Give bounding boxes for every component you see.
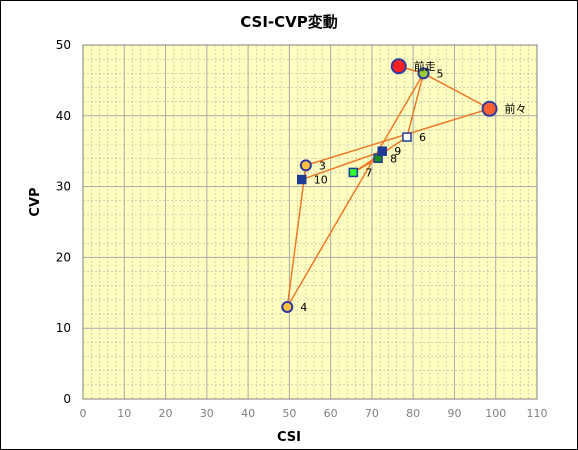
x-tick-label: 40: [241, 407, 255, 420]
x-tick-label: 10: [117, 407, 131, 420]
point-marker: [481, 100, 498, 117]
point-label: 前々: [505, 102, 527, 116]
y-tick-label: 0: [63, 392, 71, 406]
point-label: 4: [300, 301, 307, 314]
point-marker: [296, 174, 307, 185]
point-label: 7: [365, 166, 372, 179]
y-tick-label: 40: [56, 109, 71, 123]
x-ticks: 0 10 20 30 40 50 60 70 80 90 100 110: [80, 407, 548, 420]
x-tick-label: 90: [447, 407, 461, 420]
plot-area: [83, 45, 537, 399]
y-tick-label: 50: [56, 38, 71, 52]
x-tick-label: 80: [406, 407, 420, 420]
point-marker: [377, 146, 387, 156]
point-marker: [390, 58, 407, 75]
point-label: 8: [390, 152, 397, 165]
plot-border-rect: [82, 44, 538, 400]
point-label: 10: [314, 174, 328, 187]
point-label: 前走: [414, 59, 436, 73]
point-marker: [299, 159, 312, 172]
x-tick-label: 0: [80, 407, 87, 420]
y-ticks: 0 10 20 30 40 50: [56, 38, 71, 406]
y-tick-label: 30: [56, 180, 71, 194]
x-tick-label: 30: [200, 407, 214, 420]
y-tick-label: 10: [56, 321, 71, 335]
x-tick-label: 110: [527, 407, 548, 420]
y-tick-label: 20: [56, 250, 71, 264]
x-tick-label: 50: [282, 407, 296, 420]
point-label: 9: [394, 145, 401, 158]
point-marker: [348, 167, 359, 178]
point-marker: [417, 67, 430, 80]
markers: [281, 58, 498, 313]
point-labels: 前々 前走 3 4 5 6 7 89 10: [300, 59, 526, 314]
x-axis-label: CSI: [277, 430, 301, 445]
x-tick-label: 100: [485, 407, 506, 420]
plot-border: [82, 44, 538, 400]
point-label: 5: [437, 67, 444, 80]
point-label: 6: [419, 131, 426, 144]
point-marker: [281, 300, 294, 313]
chart-title: CSI-CVP変動: [240, 13, 338, 31]
x-tick-label: 60: [324, 407, 338, 420]
x-tick-label: 70: [365, 407, 379, 420]
point-label: 3: [319, 159, 326, 172]
point-marker: [402, 132, 412, 142]
y-axis-label: CVP: [28, 187, 43, 216]
x-tick-label: 20: [159, 407, 173, 420]
